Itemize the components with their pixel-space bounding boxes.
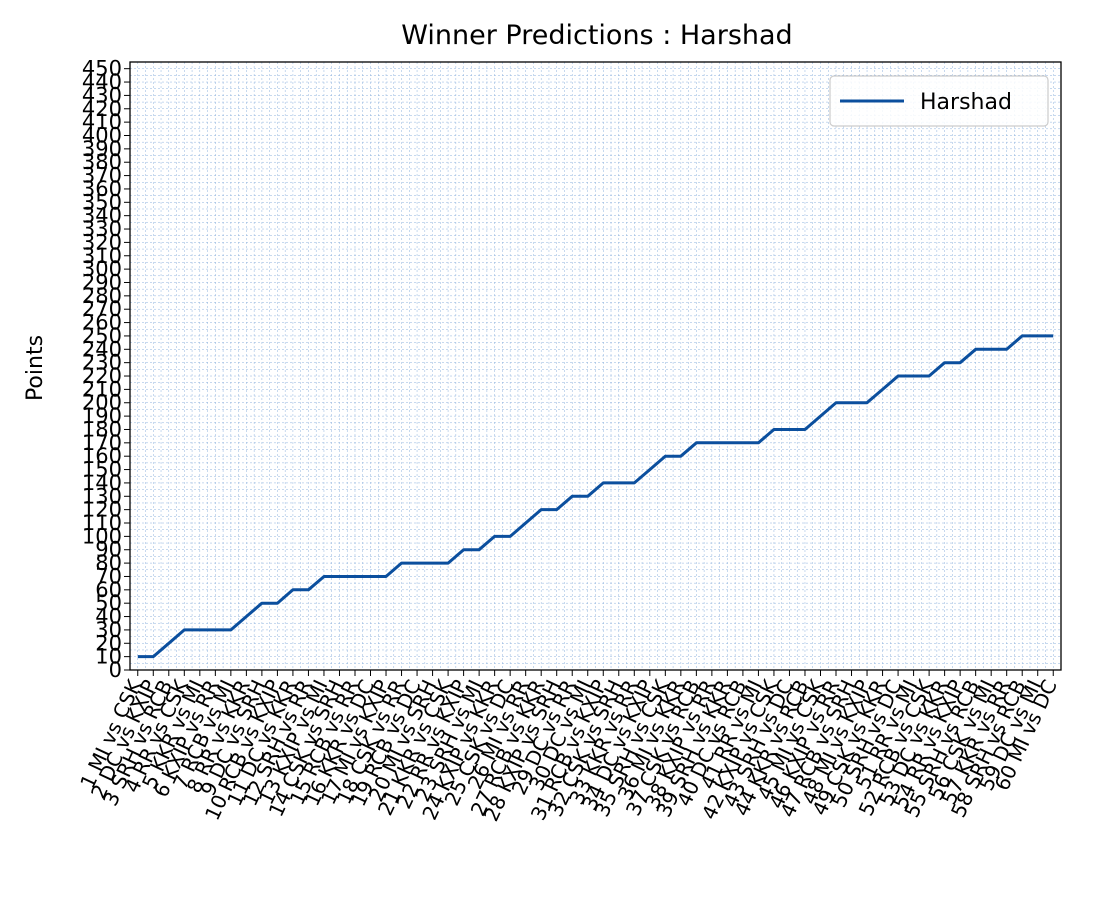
y-tick-label: 450 xyxy=(82,57,122,81)
legend-label-harshad: Harshad xyxy=(920,90,1012,115)
y-axis-label: Points xyxy=(23,335,48,401)
legend: Harshad xyxy=(830,76,1048,126)
chart-title: Winner Predictions : Harshad xyxy=(401,20,792,51)
